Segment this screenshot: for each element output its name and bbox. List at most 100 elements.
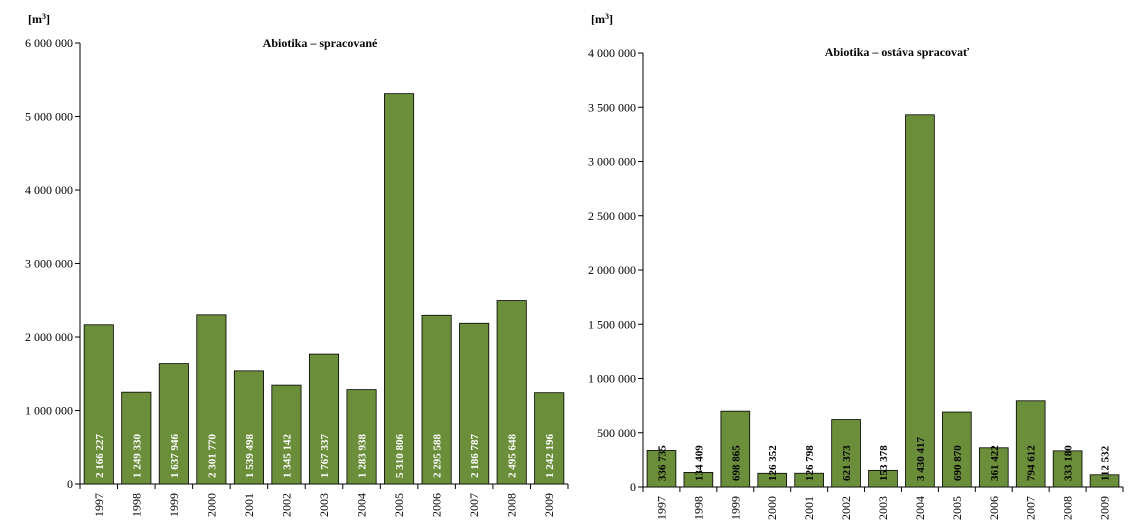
x-tick-label-2004: 2004 (355, 493, 369, 517)
chart-title: Abiotika – ostáva spracovať (825, 45, 970, 59)
value-label-2007: 2 186 787 (469, 434, 481, 479)
value-label-1998: 1 249 330 (131, 434, 143, 479)
value-label-1997: 2 166 227 (94, 434, 106, 479)
x-tick-label-2009: 2009 (542, 493, 556, 517)
bar-1998 (683, 472, 714, 488)
x-tick-label-2004: 2004 (913, 496, 927, 520)
bar-2005 (384, 93, 415, 485)
value-label-2008: 2 495 648 (507, 434, 519, 479)
value-label-2009: 1 242 196 (544, 434, 556, 479)
x-tick-label-1997: 1997 (92, 493, 106, 517)
x-tick-label-2000: 2000 (765, 496, 779, 520)
value-label-2003: 153 378 (878, 445, 890, 481)
x-tick-label-2008: 2008 (505, 493, 519, 517)
bar-2007 (1015, 400, 1046, 488)
value-label-1999: 1 637 946 (169, 434, 181, 479)
bar-2000 (757, 472, 788, 488)
x-tick-label-2005: 2005 (392, 493, 406, 517)
bar-2005 (942, 411, 972, 488)
bar-2008 (496, 300, 527, 485)
y-tick-label: 1 500 000 (588, 317, 636, 331)
x-tick-label-2008: 2008 (1061, 496, 1075, 520)
bar-1999 (158, 363, 189, 485)
value-label-2002: 1 345 142 (281, 434, 293, 479)
x-tick-label-2003: 2003 (317, 493, 331, 517)
y-tick-label: 0 (630, 480, 636, 494)
x-tick-label-2002: 2002 (279, 493, 293, 517)
x-tick-label-1999: 1999 (167, 493, 181, 517)
y-tick-label: 3 000 000 (25, 257, 73, 271)
value-label-2008: 333 180 (1063, 445, 1075, 481)
bar-2007 (459, 322, 490, 485)
value-label-2000: 2 301 770 (206, 434, 218, 479)
bar-2006 (978, 447, 1009, 488)
y-tick-label: 5 000 000 (25, 110, 73, 124)
x-tick-label-1998: 1998 (691, 496, 705, 520)
bar-2002 (831, 419, 861, 488)
x-tick-label-2000: 2000 (204, 493, 218, 517)
chart-title: Abiotika – spracované (263, 36, 378, 50)
bar-2003 (308, 353, 340, 485)
y-tick-label: 2 000 000 (588, 263, 636, 277)
y-tick-label: 2 000 000 (25, 330, 73, 344)
bar-2002 (271, 384, 302, 485)
value-label-2003: 1 767 337 (319, 434, 331, 479)
unit-label: [m3] (28, 12, 50, 27)
y-tick-label: 4 000 000 (588, 46, 636, 60)
x-tick-label-2002: 2002 (839, 496, 853, 520)
y-tick-label: 2 500 000 (588, 209, 636, 223)
value-label-2006: 2 295 588 (432, 434, 444, 479)
bar-2001 (794, 472, 824, 488)
bar-1997 (83, 324, 114, 485)
y-tick-label: 500 000 (597, 426, 636, 440)
x-tick-label-2006: 2006 (430, 493, 444, 517)
x-tick-label-2003: 2003 (876, 496, 890, 520)
value-label-2000: 126 352 (767, 445, 779, 481)
value-label-1997: 336 735 (656, 445, 668, 481)
x-tick-label-1998: 1998 (129, 493, 143, 517)
value-label-2001: 126 798 (804, 445, 816, 481)
value-label-2006: 361 422 (989, 445, 1001, 481)
chart-ostava-spracovat: [m3] Abiotika – ostáva spracovať 0 500 000 1… (588, 12, 1124, 520)
y-tick-label: 3 500 000 (588, 100, 636, 114)
x-tick-label-2009: 2009 (1098, 496, 1112, 520)
x-tick-label-2007: 2007 (1024, 496, 1038, 520)
x-tick-label-2006: 2006 (987, 496, 1001, 520)
value-label-2001: 1 539 498 (244, 434, 256, 479)
bar-2004 (346, 389, 377, 485)
y-tick-label: 1 000 000 (588, 372, 636, 386)
bar-1997 (646, 450, 677, 488)
x-tick-label-2001: 2001 (242, 493, 256, 517)
x-tick-label-2007: 2007 (467, 493, 481, 517)
y-tick-label: 1 000 000 (25, 404, 73, 418)
unit-label: [m3] (591, 12, 613, 27)
value-label-2005: 690 870 (952, 445, 964, 481)
y-tick-label: 6 000 000 (25, 36, 73, 50)
y-tick-label: 3 000 000 (588, 155, 636, 169)
bar-2009 (1089, 474, 1120, 488)
y-tick-label: 0 (67, 477, 73, 491)
bar-2001 (233, 370, 264, 485)
value-label-1998: 134 409 (693, 445, 705, 481)
chart-spracovane: [m3] Abiotika – spracované 0 1 000 000 2 000… (25, 12, 569, 517)
y-tick-label: 4 000 000 (25, 183, 73, 197)
value-label-2009: 112 532 (1100, 445, 1112, 481)
bar-2008 (1052, 450, 1083, 488)
value-label-2005: 5 310 806 (394, 434, 406, 479)
value-label-1999: 698 865 (730, 445, 742, 481)
x-tick-label-1997: 1997 (654, 496, 668, 520)
bar-2000 (196, 314, 227, 485)
value-label-2004: 1 283 938 (357, 434, 369, 479)
x-tick-label-2005: 2005 (950, 496, 964, 520)
bar-1999 (720, 410, 751, 488)
bar-2009 (534, 392, 565, 485)
value-label-2004: 3 430 417 (915, 437, 927, 482)
bar-2003 (868, 469, 898, 488)
value-label-2007: 794 612 (1026, 445, 1038, 481)
bar-2006 (421, 314, 452, 485)
bar-2004 (905, 114, 935, 488)
x-tick-label-2001: 2001 (802, 496, 816, 520)
x-tick-label-1999: 1999 (728, 496, 742, 520)
value-label-2002: 621 373 (841, 445, 853, 481)
